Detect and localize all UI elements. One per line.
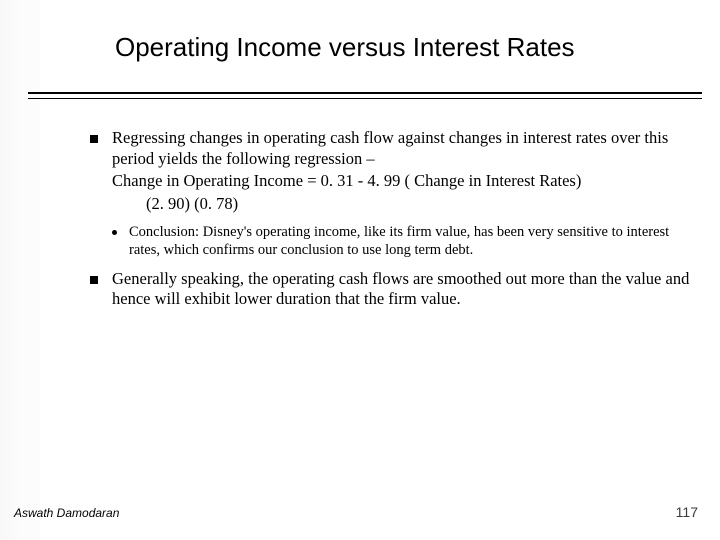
bullet-2-text: Generally speaking, the operating cash f… <box>112 269 692 310</box>
footer-author: Aswath Damodaran <box>14 506 119 520</box>
footer-page-number: 117 <box>676 504 698 520</box>
bullet-1-equation: Change in Operating Income = 0. 31 - 4. … <box>112 171 692 192</box>
title-divider <box>28 92 702 99</box>
square-bullet-icon <box>90 276 98 284</box>
square-bullet-icon <box>90 135 98 143</box>
dot-bullet-icon <box>112 230 117 235</box>
bullet-1: Regressing changes in operating cash flo… <box>90 128 692 215</box>
bullet-1-tvalues: (2. 90) (0. 78) <box>112 194 692 215</box>
sub-bullet-1-text: Conclusion: Disney's operating income, l… <box>129 223 692 259</box>
slide-title: Operating Income versus Interest Rates <box>115 32 575 63</box>
bullet-1-intro: Regressing changes in operating cash flo… <box>112 128 692 169</box>
left-stripe <box>0 0 40 540</box>
bullet-2: Generally speaking, the operating cash f… <box>90 269 692 310</box>
sub-bullet-1: Conclusion: Disney's operating income, l… <box>112 223 692 259</box>
content-area: Regressing changes in operating cash flo… <box>90 128 692 314</box>
